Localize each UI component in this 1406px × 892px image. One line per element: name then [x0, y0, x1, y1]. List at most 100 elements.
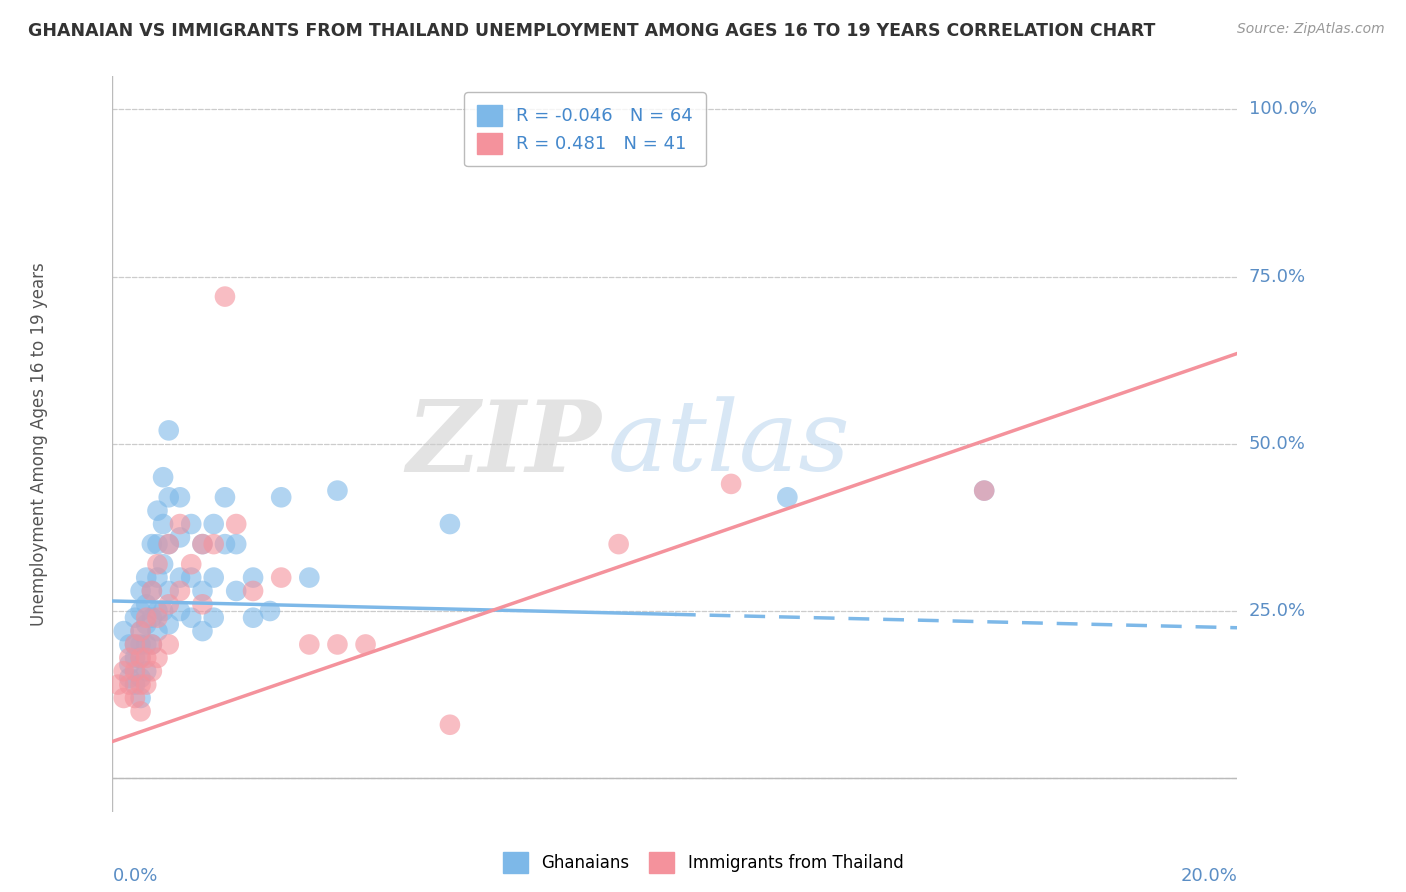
- Point: [141, 537, 163, 551]
- Point: [191, 624, 214, 639]
- Point: [152, 557, 174, 572]
- Point: [141, 583, 163, 598]
- Point: [146, 651, 169, 665]
- Point: [242, 610, 264, 624]
- Point: [107, 678, 129, 692]
- Point: [202, 610, 225, 624]
- Point: [124, 610, 146, 624]
- Point: [270, 571, 292, 585]
- Text: atlas: atlas: [607, 396, 851, 491]
- Point: [135, 610, 157, 624]
- Point: [146, 624, 169, 639]
- Point: [112, 664, 135, 679]
- Point: [157, 537, 180, 551]
- Point: [118, 657, 141, 672]
- Point: [129, 624, 152, 639]
- Point: [135, 664, 157, 679]
- Point: [124, 637, 146, 651]
- Point: [202, 571, 225, 585]
- Point: [180, 571, 202, 585]
- Point: [157, 424, 180, 438]
- Point: [439, 717, 461, 731]
- Point: [157, 537, 180, 551]
- Point: [776, 491, 799, 505]
- Point: [169, 491, 191, 505]
- Point: [146, 537, 169, 551]
- Point: [202, 537, 225, 551]
- Text: 25.0%: 25.0%: [1249, 602, 1306, 620]
- Point: [242, 571, 264, 585]
- Text: 20.0%: 20.0%: [1181, 867, 1237, 885]
- Text: Source: ZipAtlas.com: Source: ZipAtlas.com: [1237, 22, 1385, 37]
- Point: [141, 610, 163, 624]
- Legend: R = -0.046   N = 64, R = 0.481   N = 41: R = -0.046 N = 64, R = 0.481 N = 41: [464, 92, 706, 167]
- Point: [141, 583, 163, 598]
- Point: [152, 470, 174, 484]
- Point: [146, 610, 169, 624]
- Point: [146, 571, 169, 585]
- Point: [129, 651, 152, 665]
- Point: [326, 637, 349, 651]
- Point: [129, 678, 152, 692]
- Point: [169, 530, 191, 544]
- Point: [129, 651, 152, 665]
- Point: [157, 598, 180, 612]
- Point: [191, 537, 214, 551]
- Point: [135, 571, 157, 585]
- Point: [129, 671, 152, 685]
- Point: [973, 483, 995, 498]
- Point: [141, 637, 163, 651]
- Point: [129, 690, 152, 705]
- Point: [118, 671, 141, 685]
- Point: [180, 610, 202, 624]
- Point: [326, 483, 349, 498]
- Point: [354, 637, 377, 651]
- Point: [157, 583, 180, 598]
- Point: [129, 705, 152, 719]
- Point: [135, 598, 157, 612]
- Point: [259, 604, 281, 618]
- Point: [225, 516, 247, 531]
- Point: [157, 637, 180, 651]
- Text: 100.0%: 100.0%: [1249, 100, 1316, 119]
- Point: [191, 583, 214, 598]
- Text: 75.0%: 75.0%: [1249, 268, 1306, 285]
- Point: [157, 491, 180, 505]
- Point: [135, 637, 157, 651]
- Text: Unemployment Among Ages 16 to 19 years: Unemployment Among Ages 16 to 19 years: [31, 262, 48, 625]
- Point: [124, 651, 146, 665]
- Point: [124, 637, 146, 651]
- Point: [112, 690, 135, 705]
- Point: [191, 537, 214, 551]
- Point: [146, 604, 169, 618]
- Point: [118, 651, 141, 665]
- Point: [180, 516, 202, 531]
- Point: [169, 516, 191, 531]
- Point: [118, 678, 141, 692]
- Point: [135, 678, 157, 692]
- Point: [298, 571, 321, 585]
- Point: [152, 604, 174, 618]
- Point: [169, 571, 191, 585]
- Point: [973, 483, 995, 498]
- Point: [124, 690, 146, 705]
- Point: [225, 537, 247, 551]
- Text: 50.0%: 50.0%: [1249, 434, 1305, 453]
- Point: [124, 678, 146, 692]
- Point: [191, 598, 214, 612]
- Point: [118, 637, 141, 651]
- Point: [270, 491, 292, 505]
- Point: [225, 583, 247, 598]
- Point: [112, 624, 135, 639]
- Point: [124, 664, 146, 679]
- Point: [129, 604, 152, 618]
- Point: [202, 516, 225, 531]
- Point: [157, 617, 180, 632]
- Legend: Ghanaians, Immigrants from Thailand: Ghanaians, Immigrants from Thailand: [496, 846, 910, 880]
- Text: 0.0%: 0.0%: [112, 867, 157, 885]
- Point: [129, 624, 152, 639]
- Point: [146, 557, 169, 572]
- Point: [141, 664, 163, 679]
- Point: [169, 583, 191, 598]
- Text: GHANAIAN VS IMMIGRANTS FROM THAILAND UNEMPLOYMENT AMONG AGES 16 TO 19 YEARS CORR: GHANAIAN VS IMMIGRANTS FROM THAILAND UNE…: [28, 22, 1156, 40]
